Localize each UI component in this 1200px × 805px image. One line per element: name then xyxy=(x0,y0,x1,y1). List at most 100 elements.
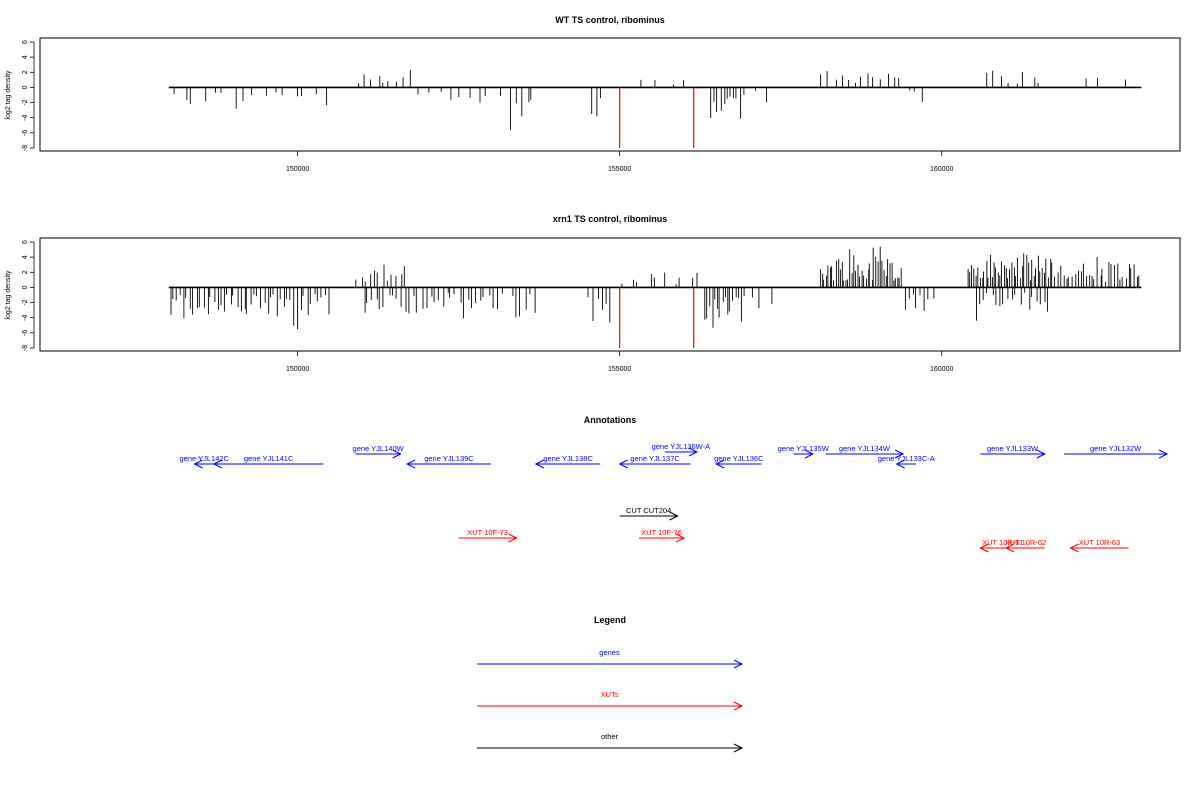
legend-label: genes xyxy=(599,648,620,657)
arrow-head-icon xyxy=(193,459,203,469)
legend-item: other xyxy=(477,732,744,753)
arrow-head-icon xyxy=(212,459,223,469)
arrow-head-icon xyxy=(733,659,744,669)
annotation-feature: XUT 10F-76 xyxy=(638,528,686,543)
legend-item: XUTs xyxy=(477,690,744,711)
wt-y-axis-label: log2 tag density xyxy=(5,70,12,120)
annotation-feature: gene YJL140W xyxy=(353,444,405,459)
xrn1-plot-frame xyxy=(39,237,1181,352)
annotation-feature: gene YJL142C xyxy=(179,454,230,469)
y-tick-label: 2 xyxy=(22,70,29,74)
arrow-head-icon xyxy=(979,543,989,553)
arrow-head-icon xyxy=(669,511,679,521)
feature-label: gene YJL134W xyxy=(839,444,891,453)
wt-y-axis: 6 4 2 0 -2 -4 -6 -8 xyxy=(22,40,35,151)
feature-label: XUT 10R-61 xyxy=(982,538,1024,547)
y-tick-label: 0 xyxy=(22,85,29,89)
legend-label: other xyxy=(601,732,619,741)
arrow-head-icon xyxy=(1036,449,1046,459)
x-tick-label: 150000 xyxy=(286,366,309,373)
y-tick-label: -2 xyxy=(22,99,29,105)
x-tick-label: 150000 xyxy=(286,166,309,173)
y-tick-label: -4 xyxy=(22,115,29,121)
annotations-title: Annotations xyxy=(584,415,637,425)
feature-label: gene YJL142C xyxy=(179,454,229,463)
xrn1-track-title: xrn1 TS control, ribominus xyxy=(553,214,668,224)
annotation-feature: gene YJL135W xyxy=(778,444,830,459)
annotation-features: gene YJL142C gene YJL141C gene YJL140W gene… xyxy=(179,442,1169,553)
feature-label: gene YJL133C-A xyxy=(878,454,935,463)
y-tick-label: -4 xyxy=(22,315,29,321)
annotation-feature: gene YJL133W xyxy=(980,444,1046,459)
feature-label: gene YJL139C xyxy=(424,454,474,463)
legend-panel: Legend genes XUTs other xyxy=(477,615,744,753)
annotation-feature: CUT CUT204 xyxy=(619,506,679,521)
feature-label: gene YJL136W-A xyxy=(652,442,711,451)
y-tick-label: 4 xyxy=(22,55,29,59)
feature-label: gene YJL140W xyxy=(353,444,405,453)
annotation-feature: gene YJL141C xyxy=(212,454,324,469)
y-tick-label: -6 xyxy=(22,330,29,336)
y-tick-label: 4 xyxy=(22,255,29,259)
arrow-head-icon xyxy=(733,743,744,753)
xrn1-x-axis: 150000 155000 160000 xyxy=(286,351,953,373)
arrow-head-icon xyxy=(733,701,744,711)
feature-label: gene YJL136C xyxy=(714,454,764,463)
y-tick-label: 2 xyxy=(22,270,29,274)
feature-label: gene YJL133W xyxy=(987,444,1039,453)
arrow-head-icon xyxy=(406,459,416,469)
y-tick-label: 6 xyxy=(22,40,29,44)
arrow-head-icon xyxy=(508,533,518,543)
arrow-head-icon xyxy=(688,447,699,457)
x-tick-label: 155000 xyxy=(608,166,631,173)
feature-label: gene YJL141C xyxy=(244,454,294,463)
feature-label: gene YJL138C xyxy=(543,454,593,463)
xrn1-bars xyxy=(168,246,1142,330)
feature-label: gene YJL132W xyxy=(1090,444,1142,453)
legend-items: genes XUTs other xyxy=(477,648,744,753)
arrow-head-icon xyxy=(894,449,905,459)
annotation-feature: gene YJL138C xyxy=(534,454,601,469)
legend-title: Legend xyxy=(594,615,626,625)
annotation-feature: gene YJL137C xyxy=(618,454,691,469)
y-tick-label: -2 xyxy=(22,299,29,305)
xrn1-y-axis-label: log2 tag density xyxy=(5,270,12,320)
x-tick-label: 155000 xyxy=(608,366,631,373)
feature-label: XUT 10F-76 xyxy=(641,528,682,537)
xrn1-track-panel: xrn1 TS control, ribominus log2 tag dens… xyxy=(5,214,1181,373)
arrow-head-icon xyxy=(1069,543,1079,553)
wt-red-marks xyxy=(619,87,695,148)
annotations-panel: Annotations gene YJL142C gene YJL141Cgene… xyxy=(179,415,1169,553)
feature-label: XUT 10R-62 xyxy=(1005,538,1047,547)
feature-label: CUT CUT204 xyxy=(626,506,671,515)
annotation-feature: XUT 10F-73 xyxy=(458,528,518,543)
y-tick-label: -8 xyxy=(22,345,29,351)
wt-x-axis: 150000 155000 160000 xyxy=(286,151,953,173)
annotation-feature: gene YJL132W xyxy=(1064,444,1169,459)
annotation-feature: XUT 10R-62 xyxy=(1005,538,1047,553)
annotation-feature: gene YJL134W xyxy=(825,444,905,459)
arrow-head-icon xyxy=(895,459,905,469)
x-tick-label: 160000 xyxy=(930,366,953,373)
legend-label: XUTs xyxy=(601,690,619,699)
arrow-head-icon xyxy=(392,449,402,459)
y-tick-label: 0 xyxy=(22,285,29,289)
legend-item: genes xyxy=(477,648,744,669)
arrow-head-icon xyxy=(804,449,814,459)
feature-label: gene YJL137C xyxy=(630,454,680,463)
xrn1-y-axis: 6 4 2 0 -2 -4 -6 -8 xyxy=(22,240,35,351)
wt-track-title: WT TS control, ribominus xyxy=(555,15,665,25)
x-tick-label: 160000 xyxy=(930,166,953,173)
feature-label: XUT 10F-73 xyxy=(467,528,508,537)
y-tick-label: -8 xyxy=(22,145,29,151)
y-tick-label: 6 xyxy=(22,240,29,244)
feature-label: XUT 10R-63 xyxy=(1079,538,1121,547)
y-tick-label: -6 xyxy=(22,130,29,136)
annotation-feature: XUT 10R-63 xyxy=(1069,538,1129,553)
arrow-head-icon xyxy=(715,459,725,469)
annotation-feature: gene YJL133C-A xyxy=(878,454,935,469)
arrow-head-icon xyxy=(675,533,686,543)
wt-bars xyxy=(168,69,1142,131)
